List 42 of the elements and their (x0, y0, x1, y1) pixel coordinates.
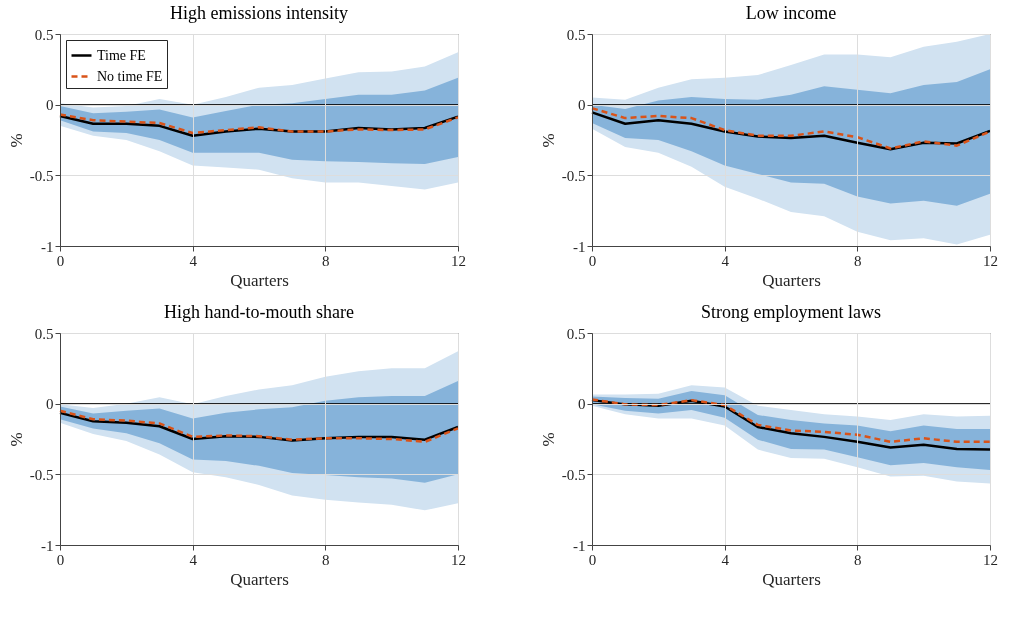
y-tick-label: -0.5 (29, 466, 54, 483)
x-tick-label: 12 (983, 551, 998, 568)
y-axis-title: % (6, 133, 26, 148)
x-tick-label: 8 (854, 551, 862, 568)
x-axis-title: Quarters (230, 270, 289, 290)
y-tick-label: 0.5 (566, 325, 586, 342)
y-tick-label: 0.5 (34, 325, 54, 342)
chart-title: Strong employment laws (701, 302, 881, 322)
y-tick-label: 0 (578, 97, 586, 114)
legend-label: No time FE (97, 68, 163, 84)
chart-title: Low income (745, 3, 837, 23)
x-tick-label: 12 (451, 252, 466, 269)
y-axis-title: % (538, 133, 558, 148)
x-tick-label: 4 (721, 252, 730, 269)
legend-label: Time FE (97, 47, 146, 63)
y-tick-label: 0.5 (566, 26, 586, 43)
y-tick-label: -1 (573, 537, 586, 554)
x-tick-label: 4 (721, 551, 730, 568)
y-tick-label: -1 (41, 238, 54, 255)
x-tick-label: 4 (189, 551, 198, 568)
y-tick-label: -1 (573, 238, 586, 255)
y-tick-label: 0 (578, 396, 586, 413)
x-tick-label: 12 (983, 252, 998, 269)
x-axis-title: Quarters (230, 569, 289, 589)
y-tick-label: 0.5 (34, 26, 54, 43)
x-tick-label: 8 (854, 252, 862, 269)
chart-title: High emissions intensity (169, 3, 349, 23)
x-axis-title: Quarters (762, 569, 821, 589)
y-axis-title: % (6, 432, 26, 447)
x-tick-label: 8 (322, 252, 330, 269)
y-tick-label: 0 (46, 396, 54, 413)
y-tick-label: -0.5 (29, 167, 54, 184)
y-tick-label: -0.5 (561, 167, 586, 184)
x-tick-label: 8 (322, 551, 330, 568)
x-tick-label: 12 (451, 551, 466, 568)
y-tick-label: -0.5 (561, 466, 586, 483)
y-tick-label: -1 (41, 537, 54, 554)
y-axis-title: % (538, 432, 558, 447)
chart-title: High hand-to-mouth share (164, 302, 354, 322)
y-tick-label: 0 (46, 97, 54, 114)
x-axis-title: Quarters (762, 270, 821, 290)
x-tick-label: 4 (189, 252, 198, 269)
